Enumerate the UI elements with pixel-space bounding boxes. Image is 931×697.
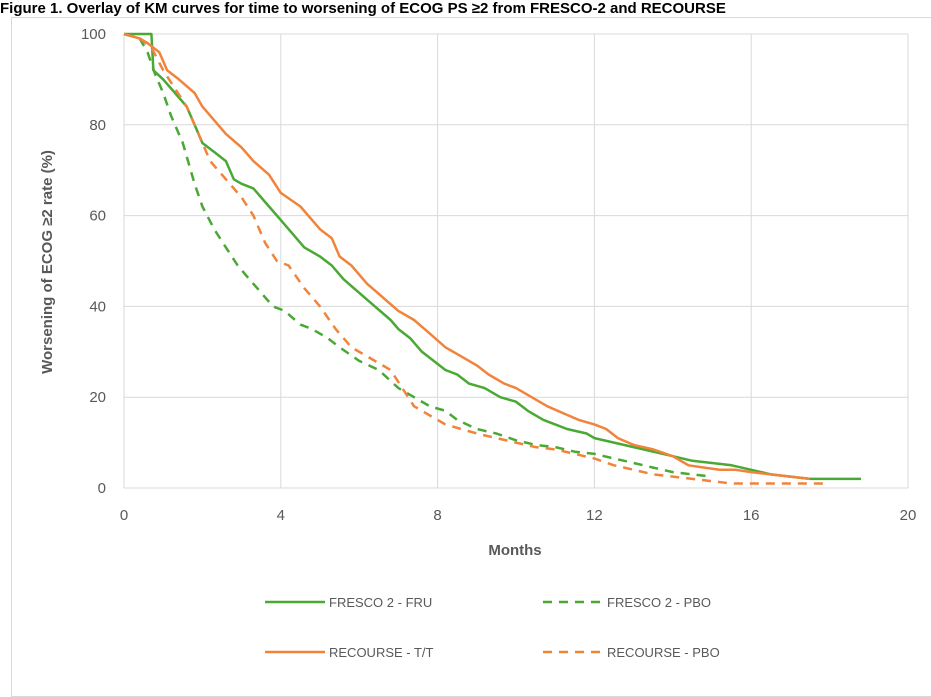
series-line-recourse-t-t <box>123 32 811 481</box>
y-axis-label: Worsening of ECOG ≥2 rate (%) <box>39 150 56 374</box>
legend-label: RECOURSE - PBO <box>607 645 720 660</box>
y-tick-labels: 0 20 40 60 80 100 <box>81 26 106 497</box>
y-tick-label: 100 <box>81 26 106 43</box>
x-tick-label: 8 <box>433 507 441 524</box>
km-chart: 0 4 8 12 16 20 0 20 40 60 80 100 Months Worsening … <box>39 26 917 660</box>
x-tick-label: 16 <box>743 507 760 524</box>
legend: FRESCO 2 - FRU FRESCO 2 - PBO RECOURSE - T… <box>265 595 720 660</box>
x-tick-label: 0 <box>120 507 128 524</box>
series-line-fresco-2-pbo <box>123 32 713 478</box>
series-line-fresco-2-fru <box>124 32 861 481</box>
legend-label: RECOURSE - T/T <box>329 645 434 660</box>
figure-caption: Figure 1. Overlay of KM curves for time … <box>0 0 726 17</box>
legend-label: FRESCO 2 - FRU <box>329 595 432 610</box>
x-tick-label: 12 <box>586 507 603 524</box>
y-tick-label: 40 <box>89 298 106 315</box>
grid-lines <box>123 33 909 489</box>
x-tick-label: 4 <box>277 507 285 524</box>
legend-label: FRESCO 2 - PBO <box>607 595 711 610</box>
y-tick-label: 0 <box>98 480 106 497</box>
y-tick-label: 20 <box>89 389 106 406</box>
series-line-recourse-pbo <box>123 32 830 485</box>
x-axis-label: Months <box>488 542 541 559</box>
x-tick-label: 20 <box>900 507 917 524</box>
y-tick-label: 60 <box>89 208 106 225</box>
x-tick-labels: 0 4 8 12 16 20 <box>120 507 917 524</box>
y-tick-label: 80 <box>89 117 106 134</box>
km-curves <box>123 32 861 485</box>
